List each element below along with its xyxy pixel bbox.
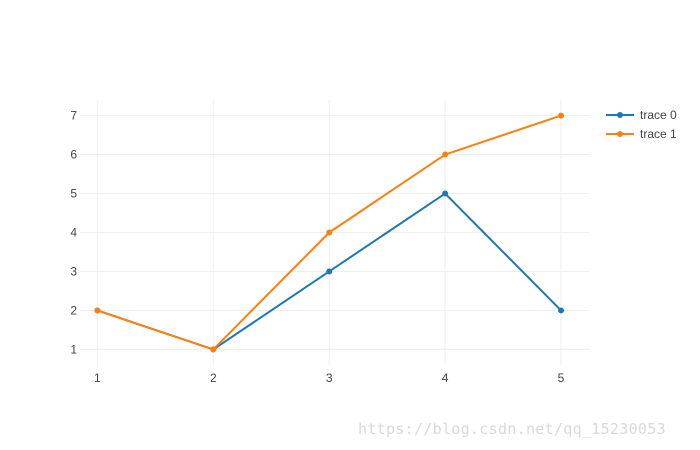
x-axis-ticks: 1 2 3 4 5 — [94, 371, 565, 385]
legend[interactable]: trace 0 trace 1 — [606, 108, 677, 141]
y-tick-label: 2 — [70, 303, 77, 317]
legend-label: trace 1 — [640, 127, 677, 141]
y-tick-label: 7 — [70, 109, 77, 123]
y-tick-label: 4 — [70, 226, 77, 240]
y-tick-label: 3 — [70, 264, 77, 278]
x-tick-label: 4 — [442, 371, 449, 385]
data-point[interactable] — [326, 229, 333, 236]
legend-marker-icon — [617, 131, 623, 137]
y-axis-ticks: 1 2 3 4 5 6 7 — [70, 109, 77, 357]
y-tick-label: 6 — [70, 148, 77, 162]
x-tick-label: 5 — [558, 371, 565, 385]
series-layer — [94, 112, 565, 353]
legend-label: trace 0 — [640, 108, 677, 122]
data-point[interactable] — [94, 307, 101, 314]
y-tick-label: 1 — [70, 342, 77, 356]
legend-item[interactable]: trace 1 — [606, 127, 677, 141]
x-tick-label: 2 — [210, 371, 217, 385]
data-point[interactable] — [442, 190, 449, 197]
series-1[interactable] — [94, 112, 565, 353]
watermark-text: https://blog.csdn.net/qq_15230053 — [358, 420, 666, 438]
data-point[interactable] — [210, 346, 217, 353]
legend-marker-icon — [617, 112, 623, 118]
data-point[interactable] — [558, 307, 565, 314]
legend-item[interactable]: trace 0 — [606, 108, 677, 122]
y-tick-label: 5 — [70, 187, 77, 201]
data-point[interactable] — [558, 112, 565, 119]
x-tick-label: 1 — [94, 371, 101, 385]
x-tick-label: 3 — [326, 371, 333, 385]
data-point[interactable] — [326, 268, 333, 275]
grid — [80, 100, 590, 365]
data-point[interactable] — [442, 151, 449, 158]
